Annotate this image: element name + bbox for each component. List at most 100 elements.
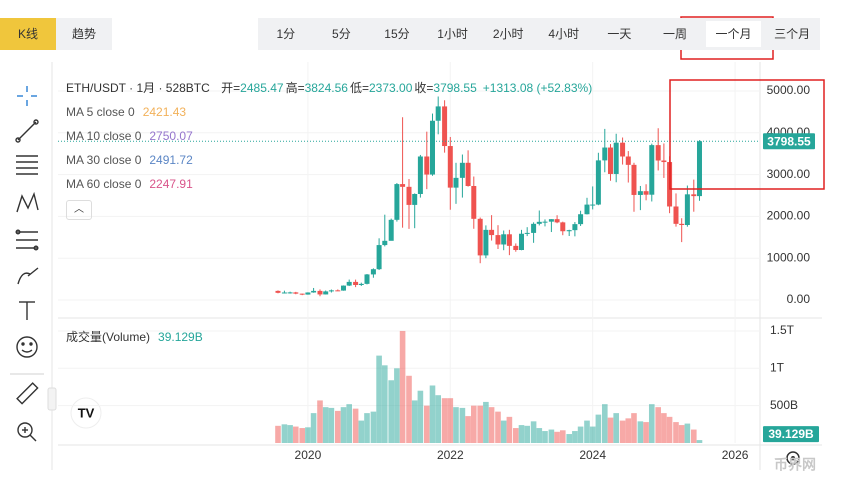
interval-button[interactable]: 1小时 [437,27,468,41]
ohlc-row: ETH/USDT · 1月 · 528BTC 开=2485.47 高=3824.5… [66,80,592,104]
candle-body [631,164,637,195]
ruler-tool[interactable] [16,382,39,405]
ohlc-label: 低= [349,81,369,95]
candle-body [358,283,364,285]
volume-bar [376,355,382,443]
ohlc-label: 高= [285,81,305,95]
drawing-toolbar [10,86,44,442]
emoji-tool[interactable] [16,336,38,358]
candle-body [435,106,441,121]
interval-button[interactable]: 5分 [332,27,351,41]
fib-tool[interactable] [15,229,39,251]
indicator-name: MA 30 close 0 [66,153,142,167]
last-price-label: 3798.55 [767,134,811,148]
candle-body [412,193,418,205]
interval-button[interactable]: 一周 [662,27,687,41]
candle-body [287,292,293,294]
volume-bar [346,404,352,443]
volume-bar [678,425,685,443]
candle-body [424,156,430,175]
volume-bar [453,407,459,443]
candle-body [513,245,519,251]
interval-button[interactable]: 1分 [276,27,296,41]
candle-body [501,234,507,245]
candle-body [643,191,649,195]
interval-button[interactable]: 一天 [607,27,632,41]
svg-text:TV: TV [78,405,95,420]
interval-button[interactable]: 一个月 [705,21,762,47]
volume-bar [465,416,471,443]
volume-bar [495,411,501,443]
volume-bar [310,413,317,443]
candle-body [595,160,601,205]
volume-bar [435,395,441,443]
volume-bar [542,431,548,443]
volume-bar [459,407,466,443]
candle-body [613,142,619,174]
collapse-button[interactable]: ︿ [66,200,92,220]
candle-body [578,214,584,225]
candle-body [382,240,388,246]
candle-body [531,223,537,233]
ohlc-label: 开= [221,81,241,95]
volume-bar [317,400,323,443]
y-tick-label: 1000.00 [767,250,811,264]
volume-bar [358,420,365,443]
ohlc-value: 2485.47 [240,81,284,95]
tab[interactable]: 趋势 [56,18,112,50]
settings-icon[interactable] [786,451,800,465]
indicator-row: MA 30 close 0 2491.72 [66,152,592,176]
candle-body [548,219,554,222]
volume-bar [625,418,632,443]
text-tool[interactable] [19,301,35,320]
indicator-list: MA 5 close 0 2421.43 MA 10 close 0 2750.07 M… [66,104,592,200]
volume-bar [477,405,483,443]
volume-bar [577,426,584,443]
candle-body [293,292,299,294]
volume-bar [287,425,293,443]
candle-body [637,191,643,195]
change-label: +1313.08 (+52.83%) [482,81,593,95]
symbol-title: ETH/USDT · 1月 · 528BTC [66,81,210,95]
volume-bar [447,398,454,443]
candle-body [542,221,548,223]
candle-body [661,160,667,163]
tab[interactable]: K线 [0,18,56,50]
volume-bar [470,405,477,443]
candle-body [317,290,323,295]
volume-bar [441,398,448,443]
volume-bar [417,390,424,443]
horizontal-lines-tool[interactable] [16,155,38,175]
interval-button[interactable]: 2小时 [492,27,524,41]
trend-line-tool[interactable] [15,119,39,143]
interval-button[interactable]: 15分 [384,27,410,41]
volume-bar [518,425,525,443]
candle-body [346,281,352,286]
x-tick-label: 2026 [722,448,749,462]
zoom-tool[interactable] [17,422,37,442]
candle-body [471,186,477,219]
volume-bar [666,416,673,443]
ohlc-value: 2373.00 [368,81,413,95]
crosshair-tool[interactable] [17,86,37,106]
candle-body [459,162,465,178]
candle-body [483,229,489,256]
candle-body [655,145,661,161]
volume-bar [275,425,281,443]
toolbar-toggle[interactable] [47,387,57,411]
volume-bar [406,375,412,443]
candle-body [607,147,613,174]
candle-body [477,218,483,256]
volume-bar [548,429,555,443]
candle-body [311,290,317,293]
volume-bar [566,434,572,443]
interval-button[interactable]: 4小时 [548,27,580,41]
volume-bar [690,429,697,443]
volume-bar [364,413,370,443]
interval-button[interactable]: 三个月 [774,27,811,41]
volume-bar [696,440,703,443]
pattern-tool[interactable] [16,191,39,213]
y-tick-label: 3000.00 [767,167,811,181]
brush-tool[interactable] [17,267,39,285]
